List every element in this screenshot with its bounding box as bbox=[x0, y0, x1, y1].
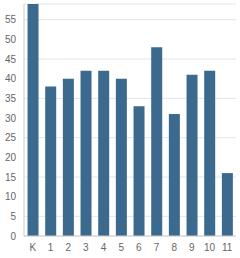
svg-text:6: 6 bbox=[136, 242, 142, 253]
svg-text:45: 45 bbox=[8, 54, 16, 65]
svg-text:40: 40 bbox=[8, 73, 16, 84]
svg-text:0: 0 bbox=[10, 231, 16, 242]
svg-text:1: 1 bbox=[48, 242, 54, 253]
svg-text:K: K bbox=[29, 242, 36, 253]
svg-text:50: 50 bbox=[8, 34, 16, 45]
svg-text:20: 20 bbox=[8, 152, 16, 163]
svg-text:35: 35 bbox=[8, 93, 16, 104]
svg-text:11: 11 bbox=[222, 242, 232, 253]
svg-text:5: 5 bbox=[118, 242, 124, 253]
svg-text:7: 7 bbox=[154, 242, 160, 253]
svg-text:5: 5 bbox=[10, 211, 16, 222]
svg-text:15: 15 bbox=[8, 172, 16, 183]
svg-text:30: 30 bbox=[8, 113, 16, 124]
svg-text:10: 10 bbox=[8, 191, 16, 202]
svg-text:2: 2 bbox=[65, 242, 71, 253]
svg-text:55: 55 bbox=[8, 14, 16, 25]
svg-text:8: 8 bbox=[171, 242, 177, 253]
svg-text:4: 4 bbox=[101, 242, 107, 253]
svg-text:9: 9 bbox=[189, 242, 195, 253]
svg-text:3: 3 bbox=[83, 242, 89, 253]
svg-text:10: 10 bbox=[204, 242, 216, 253]
svg-text:25: 25 bbox=[8, 132, 16, 143]
